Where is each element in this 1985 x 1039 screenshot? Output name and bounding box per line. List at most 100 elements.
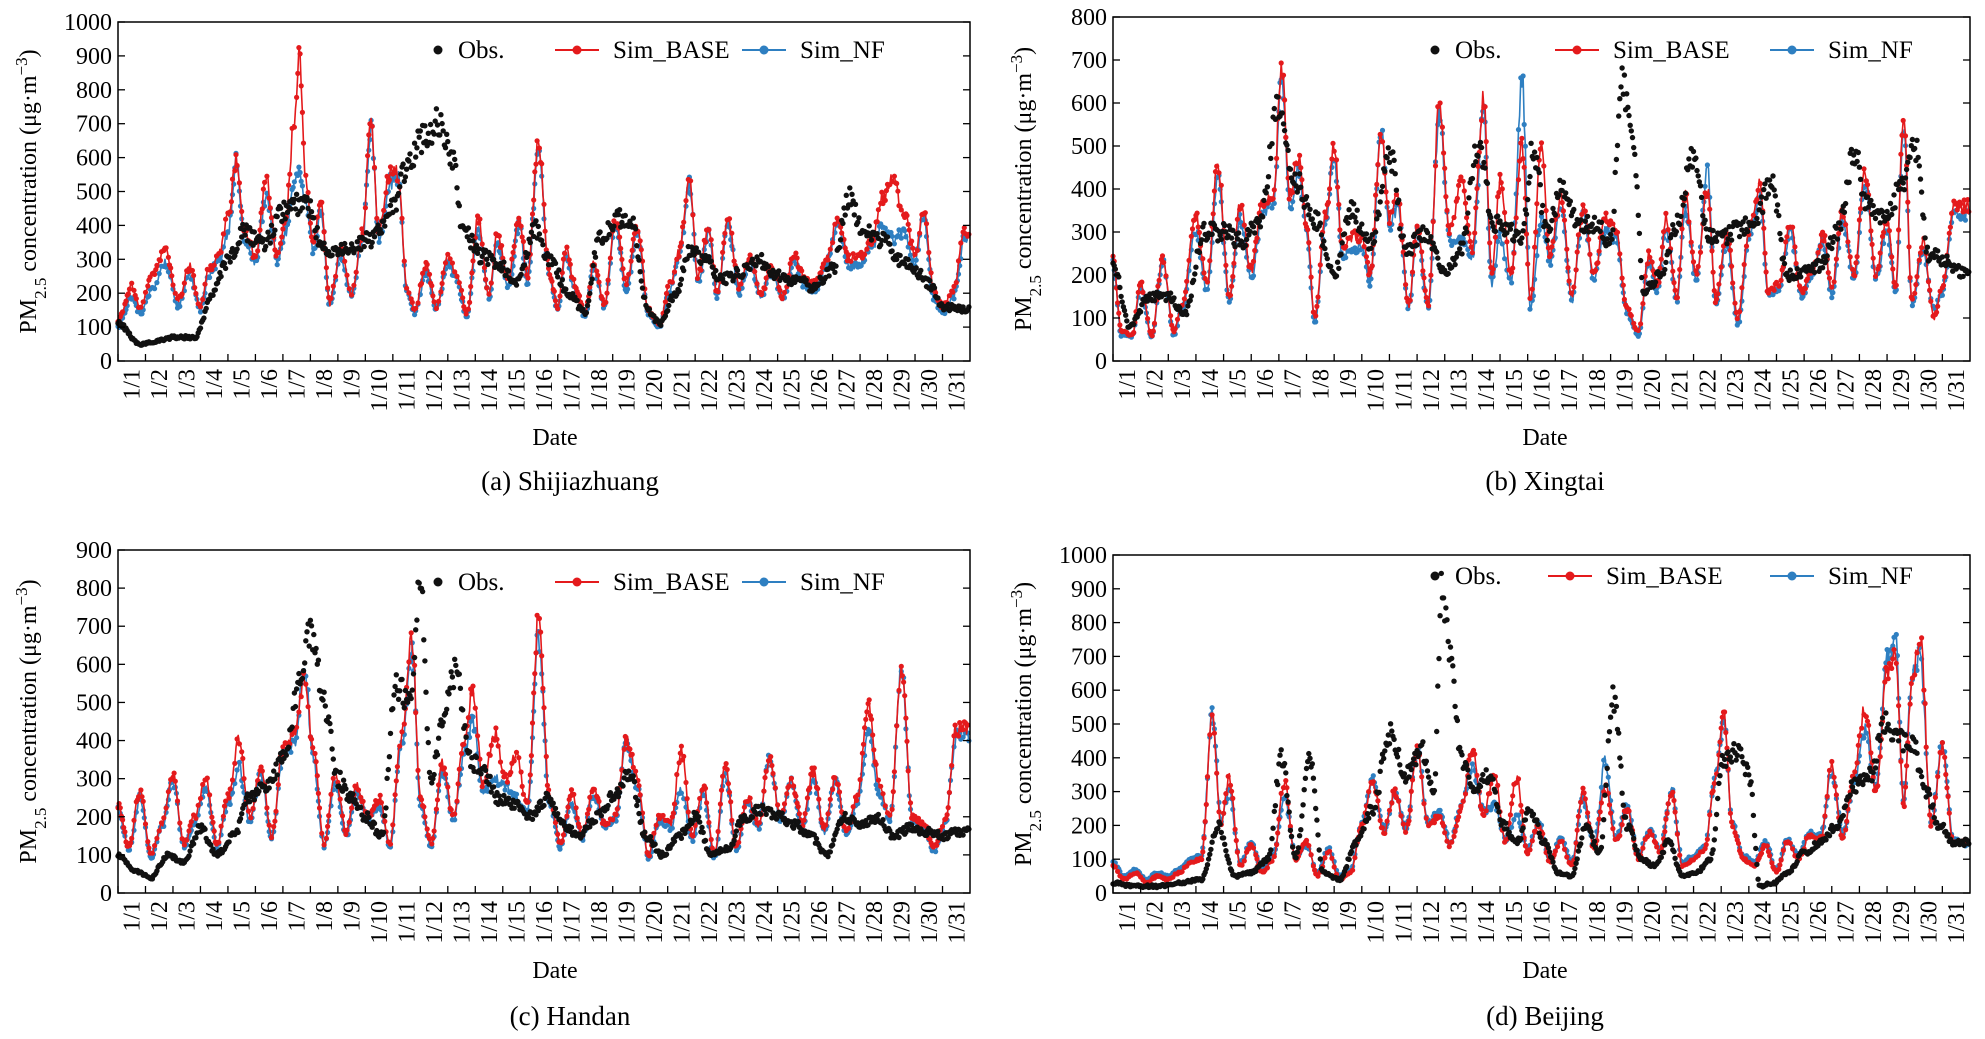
data-point	[594, 268, 600, 274]
data-point	[1889, 254, 1895, 260]
data-point	[436, 298, 442, 304]
data-point	[681, 753, 687, 760]
data-point	[479, 241, 485, 247]
data-point	[793, 250, 799, 256]
data-point	[413, 710, 419, 716]
data-point	[618, 245, 624, 252]
data-point	[442, 771, 449, 777]
data-point	[1280, 72, 1287, 78]
x-tick-label: 1/16	[1530, 369, 1556, 412]
data-point	[754, 281, 760, 287]
data-point	[1621, 72, 1628, 78]
data-point	[328, 791, 334, 797]
data-point	[1310, 309, 1316, 315]
data-point	[567, 261, 573, 267]
data-point	[323, 835, 329, 841]
data-point	[832, 269, 838, 275]
data-point	[1508, 221, 1515, 227]
data-point	[671, 801, 678, 807]
data-point	[879, 189, 885, 195]
data-point	[1298, 184, 1304, 190]
x-tick-label: 1/6	[257, 369, 283, 400]
data-point	[1727, 231, 1734, 237]
data-point	[518, 271, 524, 278]
data-point	[714, 295, 720, 301]
panel-caption: (a) Shijiazhuang	[481, 466, 659, 496]
data-point	[702, 785, 709, 791]
data-point	[1372, 229, 1379, 235]
data-point	[906, 227, 912, 233]
data-point	[1845, 239, 1851, 245]
data-point	[1373, 192, 1379, 198]
data-point	[1776, 212, 1782, 219]
data-point	[525, 251, 531, 257]
data-point	[502, 771, 508, 777]
data-point	[697, 795, 703, 802]
x-tick-label: 1/28	[862, 369, 888, 412]
data-point	[1858, 206, 1864, 212]
data-point	[476, 246, 482, 252]
data-point	[220, 813, 226, 819]
data-point	[172, 778, 178, 784]
data-point	[300, 668, 307, 674]
data-point	[1568, 290, 1574, 296]
data-point	[709, 264, 715, 270]
data-point	[422, 266, 428, 272]
data-point	[484, 285, 490, 291]
data-point	[850, 251, 856, 257]
data-point	[260, 186, 266, 192]
data-point	[966, 304, 972, 310]
data-point	[1742, 215, 1749, 221]
data-point	[683, 779, 689, 786]
data-point	[605, 277, 611, 283]
data-point	[1458, 174, 1464, 180]
data-point	[381, 218, 387, 224]
data-point	[1391, 157, 1397, 163]
data-point	[1390, 149, 1396, 155]
data-point	[678, 790, 685, 796]
data-point	[449, 260, 455, 266]
data-point	[552, 298, 559, 304]
data-point	[131, 287, 137, 293]
data-point	[1449, 222, 1455, 228]
x-tick-label: 1/1	[120, 369, 146, 400]
data-point	[1283, 134, 1289, 140]
data-point	[1363, 254, 1369, 260]
data-point	[312, 245, 318, 251]
data-point	[536, 615, 543, 622]
data-point	[1490, 266, 1496, 272]
data-point	[1848, 146, 1855, 153]
data-point	[1513, 215, 1519, 221]
data-point	[1830, 239, 1836, 245]
data-point	[494, 736, 500, 742]
data-point	[1204, 286, 1211, 292]
data-point	[1218, 182, 1224, 188]
data-point	[227, 801, 233, 808]
data-point	[1849, 266, 1856, 272]
data-point	[377, 792, 383, 798]
data-point	[138, 304, 144, 310]
data-point	[1279, 110, 1286, 116]
data-point	[488, 742, 494, 749]
x-tick-label: 1/28	[1861, 369, 1887, 412]
data-point	[1119, 299, 1125, 305]
data-point	[1898, 151, 1904, 157]
data-point	[1426, 303, 1432, 309]
data-point	[1352, 245, 1358, 251]
data-point	[721, 240, 727, 246]
data-point	[402, 174, 409, 180]
data-point	[401, 178, 407, 185]
data-point	[680, 224, 686, 230]
data-point	[313, 759, 319, 765]
y-tick-label: 0	[100, 349, 112, 375]
data-point	[375, 222, 381, 228]
data-point	[1371, 238, 1378, 245]
data-point	[1376, 212, 1382, 218]
data-point	[576, 824, 583, 830]
data-point	[1778, 236, 1784, 243]
data-point	[1702, 217, 1708, 223]
data-point	[337, 796, 343, 802]
data-point	[1449, 242, 1455, 248]
data-point	[413, 154, 419, 160]
data-point	[1658, 256, 1664, 262]
